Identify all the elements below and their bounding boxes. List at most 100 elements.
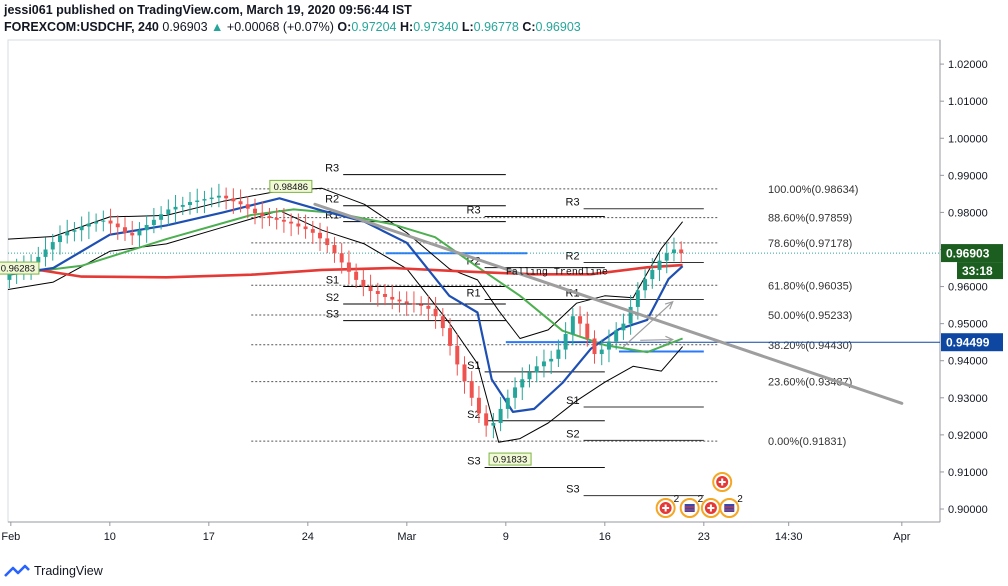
projection-arrow-head	[664, 300, 674, 310]
tradingview-footer[interactable]: TradingView	[4, 560, 103, 582]
bollinger-lower-band	[7, 210, 683, 443]
y-tick-label: 0.93000	[948, 393, 988, 405]
candle-body	[289, 221, 294, 224]
candle	[274, 207, 279, 230]
candle	[216, 183, 221, 208]
x-tick-label: Apr	[893, 531, 910, 543]
candle	[346, 250, 351, 285]
candle-body	[245, 204, 250, 209]
event-icon-cross	[718, 478, 726, 486]
fib-level-label: 0.00%(0.91831)	[768, 436, 846, 448]
tradingview-brand: TradingView	[34, 564, 103, 578]
candle	[411, 291, 416, 313]
pivot-label: R2	[325, 194, 339, 206]
symbol-line: FOREXCOM:USDCHF, 240 0.96903 ▲ +0.00068 …	[4, 19, 1004, 36]
candle	[151, 207, 156, 234]
candle-body	[383, 293, 388, 297]
candle	[563, 322, 568, 360]
candle-body	[375, 291, 380, 294]
candle-body	[296, 223, 301, 227]
candle-body	[585, 323, 590, 339]
candle	[303, 214, 308, 239]
candle-body	[36, 256, 41, 263]
candle	[433, 296, 438, 329]
candle-body	[354, 271, 359, 280]
y-tick-label: 1.01000	[948, 96, 988, 108]
candle-body	[578, 316, 583, 324]
candle-body	[108, 220, 113, 224]
candle	[159, 206, 164, 230]
x-tick-label: Feb	[1, 531, 20, 543]
candle	[289, 213, 294, 237]
pivot-label: S2	[566, 428, 579, 440]
price-marker-label: 0.91833	[493, 455, 527, 466]
candle	[188, 192, 192, 215]
candle	[585, 311, 590, 347]
event-icon-cross	[707, 504, 715, 512]
y-tick-label: 0.90000	[948, 504, 988, 516]
candle-body	[679, 249, 684, 254]
publisher-line: jessi061 published on TradingView.com, M…	[4, 2, 1004, 19]
candle	[462, 356, 467, 394]
y-tick-label: 0.95000	[948, 319, 988, 331]
y-tick-label: 1.00000	[948, 133, 988, 145]
publisher-info: jessi061 published on TradingView.com, M…	[4, 3, 412, 17]
candle	[65, 219, 70, 244]
pivot-label: R3	[467, 204, 481, 216]
candle-body	[469, 381, 474, 398]
candle	[657, 252, 662, 281]
candle-body	[397, 299, 402, 302]
candle-body	[650, 269, 655, 280]
pivot-label: S3	[467, 455, 480, 467]
flag-event-icon	[679, 498, 700, 518]
candle	[570, 308, 575, 346]
low-label: L:	[461, 20, 474, 34]
candle	[671, 237, 676, 262]
symbol-label[interactable]: FOREXCOM:USDCHF, 240	[4, 20, 159, 34]
candle	[505, 389, 510, 419]
fib-level-label: 61.80%(0.96035)	[768, 280, 852, 292]
candle	[491, 412, 496, 439]
candle	[281, 207, 286, 233]
event-icon-cross	[662, 504, 670, 512]
x-tick-label: 14:30	[775, 531, 803, 543]
health-event-icon	[712, 472, 733, 492]
candle	[310, 220, 315, 244]
candle	[469, 371, 474, 406]
open-label: O:	[337, 20, 352, 34]
candle-body	[325, 238, 330, 246]
candle	[253, 198, 257, 225]
price-marker: 0.91833	[488, 452, 532, 466]
falling-trendline	[313, 202, 904, 405]
x-tick-label: Mar	[397, 531, 416, 543]
candle	[592, 330, 597, 364]
candle	[375, 282, 380, 307]
fib-level-label: 38.20%(0.94430)	[768, 340, 852, 352]
countdown-tag	[957, 262, 1003, 280]
candle-body	[101, 220, 106, 222]
candle-body	[664, 253, 669, 261]
price-marker-label: 0.96283	[1, 264, 35, 275]
x-tick-label: 10	[104, 531, 116, 543]
x-tick-label: 23	[698, 531, 710, 543]
x-tick-label: 16	[599, 531, 611, 543]
pivot-label: S3	[566, 484, 579, 496]
candle	[173, 194, 178, 223]
level-price-tag-label: 0.94499	[946, 336, 990, 350]
candle	[599, 339, 604, 366]
candle-body	[79, 226, 84, 231]
last-price-tag-label: 0.96903	[946, 247, 990, 261]
candle-body	[159, 214, 164, 220]
candle-body	[541, 361, 546, 367]
y-tick-label: 0.91000	[948, 467, 988, 479]
candle-body	[137, 230, 142, 236]
candle	[354, 263, 359, 289]
candle	[520, 367, 525, 401]
candle-body	[216, 195, 221, 198]
candle-body	[390, 296, 395, 300]
candle	[397, 291, 402, 313]
candle-body	[202, 199, 207, 201]
x-tick-label: 17	[203, 531, 215, 543]
candle	[137, 222, 142, 247]
